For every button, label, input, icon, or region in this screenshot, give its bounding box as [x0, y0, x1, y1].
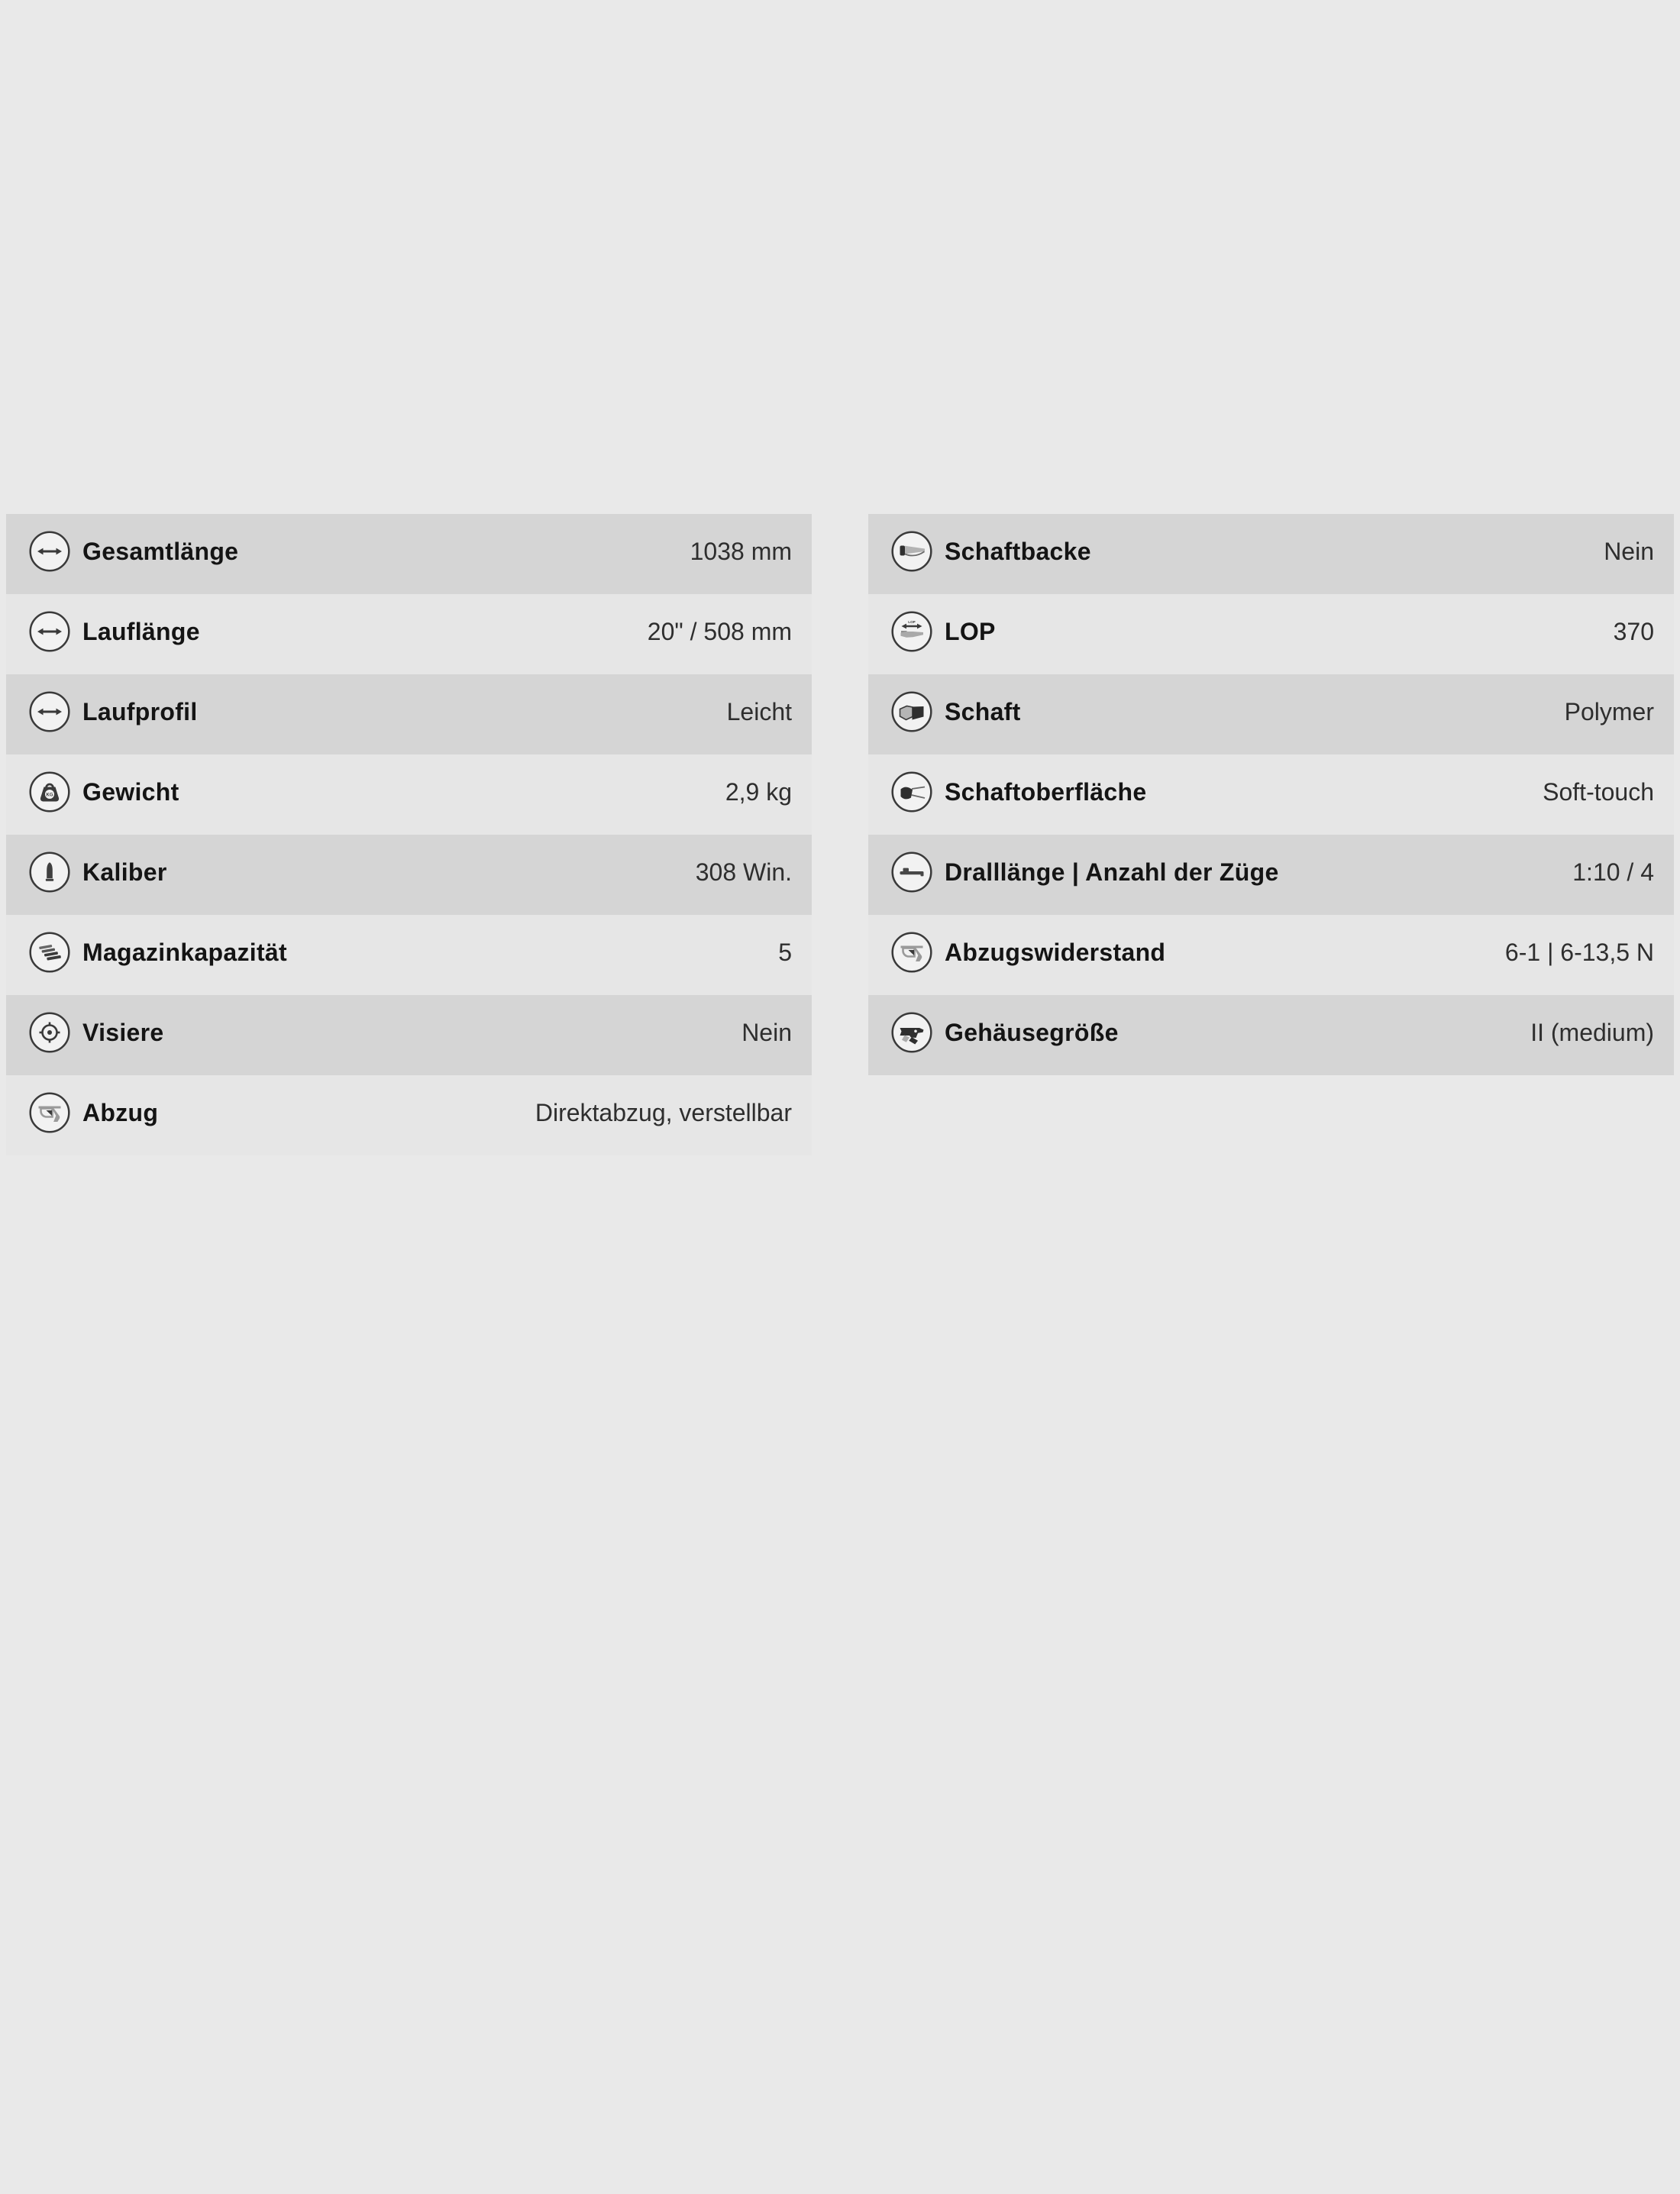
spec-label: Gehäusegröße — [945, 1019, 1119, 1046]
spec-label: Visiere — [82, 1019, 164, 1046]
spec-value: Leicht — [726, 698, 792, 725]
spec-row: Abzug Direktabzug, verstellbar — [6, 1075, 812, 1155]
spec-label: Gewicht — [82, 778, 179, 806]
spec-label: Gesamtlänge — [82, 538, 239, 565]
magazine-icon — [29, 932, 70, 973]
spec-label: Laufprofil — [82, 698, 198, 725]
spec-row: Abzugswiderstand 6-1 | 6-13,5 N — [868, 915, 1674, 995]
spec-value: 6-1 | 6-13,5 N — [1504, 939, 1654, 966]
spec-value: 2,9 kg — [725, 778, 792, 806]
spec-value: 1:10 / 4 — [1572, 858, 1654, 886]
spec-row: Laufprofil Leicht — [6, 674, 812, 754]
sight-icon — [29, 1012, 70, 1053]
barrel-icon — [891, 851, 932, 893]
spec-value: II (medium) — [1530, 1019, 1654, 1046]
spec-row: Magazinkapazität 5 — [6, 915, 812, 995]
spec-row: Gehäusegröße II (medium) — [868, 995, 1674, 1075]
stock-surface-icon — [891, 771, 932, 813]
spec-row: Schaftbacke Nein — [868, 514, 1674, 594]
lop-icon: LOP — [891, 611, 932, 652]
spec-label: Schaftoberfläche — [945, 778, 1147, 806]
spec-row: LOP LOP 370 — [868, 594, 1674, 674]
svg-text:LOP: LOP — [908, 620, 915, 624]
cheekpiece-icon — [891, 531, 932, 572]
spec-value: 20" / 508 mm — [647, 618, 792, 645]
spec-value: Polymer — [1564, 698, 1654, 725]
spec-label: Schaftbacke — [945, 538, 1091, 565]
spec-value: 1038 mm — [690, 538, 792, 565]
spec-row: Visiere Nein — [6, 995, 812, 1075]
spec-value: 5 — [778, 939, 792, 966]
spec-label: Abzugswiderstand — [945, 939, 1166, 966]
spec-value: Soft-touch — [1543, 778, 1654, 806]
length-arrow-icon — [29, 691, 70, 732]
spec-row: Gesamtlänge 1038 mm — [6, 514, 812, 594]
cartridge-icon — [29, 851, 70, 893]
spec-label: Abzug — [82, 1099, 159, 1126]
spec-value: 308 Win. — [695, 858, 792, 886]
spec-value: Direktabzug, verstellbar — [535, 1099, 792, 1126]
spec-value: Nein — [1604, 538, 1654, 565]
trigger-icon — [29, 1092, 70, 1133]
spec-label: Kaliber — [82, 858, 167, 886]
weight-icon: KG — [29, 771, 70, 813]
spec-row: Kaliber 308 Win. — [6, 835, 812, 915]
spec-label: Magazinkapazität — [82, 939, 287, 966]
spec-label: LOP — [945, 618, 996, 645]
spec-row: KG Gewicht 2,9 kg — [6, 754, 812, 835]
spec-row: Schaft Polymer — [868, 674, 1674, 754]
spec-row: Schaftoberfläche Soft-touch — [868, 754, 1674, 835]
spec-row: Lauflänge 20" / 508 mm — [6, 594, 812, 674]
spec-column-left: Gesamtlänge 1038 mm Lauflänge 20" / 508 mm L… — [6, 514, 812, 1155]
spec-column-right: Schaftbacke Nein LOP LOP 370 Schaft Polymer Sch… — [868, 514, 1674, 1075]
svg-text:KG: KG — [47, 793, 53, 797]
trigger-icon — [891, 932, 932, 973]
spec-label: Lauflänge — [82, 618, 200, 645]
spec-label: Schaft — [945, 698, 1021, 725]
spec-row: Dralllänge | Anzahl der Züge 1:10 / 4 — [868, 835, 1674, 915]
spec-table: Gesamtlänge 1038 mm Lauflänge 20" / 508 mm L… — [0, 514, 1680, 1155]
receiver-icon — [891, 1012, 932, 1053]
length-arrow-icon — [29, 531, 70, 572]
spec-label: Dralllänge | Anzahl der Züge — [945, 858, 1279, 886]
stock-icon — [891, 691, 932, 732]
spec-value: 370 — [1613, 618, 1654, 645]
length-arrow-icon — [29, 611, 70, 652]
spec-value: Nein — [741, 1019, 792, 1046]
